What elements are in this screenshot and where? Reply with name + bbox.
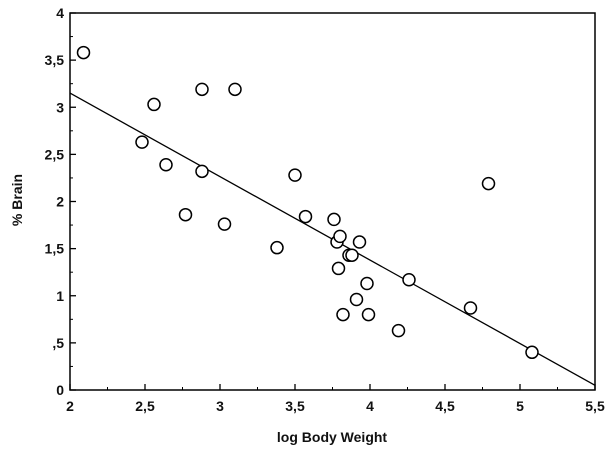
x-tick-label: 5,5: [585, 398, 605, 414]
data-point: [270, 240, 284, 255]
x-axis-title: log Body Weight: [277, 429, 388, 445]
y-axis-title: % Brain: [9, 174, 25, 226]
data-point: [135, 135, 149, 149]
data-point: [481, 176, 496, 191]
data-point: [327, 212, 341, 227]
y-tick-label: 1,5: [45, 241, 65, 257]
x-tick-label: 2,5: [135, 398, 155, 414]
data-point: [349, 292, 364, 307]
data-point: [361, 307, 376, 322]
y-tick-label: 4: [56, 5, 64, 21]
data-point: [288, 168, 302, 182]
y-tick-label: 1: [56, 288, 64, 304]
axis-tick-labels: 2 2,5 3 3,5 4 4,5 5 5,5 0 ,5 1 1,5 2 2,5 3 3,5 4: [45, 5, 605, 414]
data-point: [336, 307, 350, 322]
data-point: [159, 157, 173, 172]
data-point: [217, 217, 232, 231]
data-point: [147, 97, 161, 112]
data-point: [463, 301, 478, 315]
x-tick-label: 3: [216, 398, 224, 414]
y-tick-label: 3: [56, 99, 64, 115]
x-tick-label: 3,5: [285, 398, 305, 414]
y-tick-label: 2: [56, 194, 64, 210]
x-tick-label: 4,5: [435, 398, 455, 414]
data-point: [228, 82, 242, 97]
data-point: [402, 272, 416, 287]
x-tick-label: 5: [516, 398, 524, 414]
data-point: [352, 235, 367, 249]
x-tick-label: 4: [366, 398, 374, 414]
data-point: [195, 82, 209, 97]
data-point: [345, 248, 359, 262]
x-tick-label: 2: [66, 398, 74, 414]
data-point: [333, 229, 347, 244]
y-tick-label: ,5: [52, 335, 64, 351]
data-point: [298, 209, 313, 224]
data-point: [360, 276, 374, 291]
data-point: [195, 164, 209, 179]
y-tick-label: 0: [56, 382, 64, 398]
plot-frame: [69, 12, 596, 391]
data-points: [76, 45, 539, 360]
data-point: [178, 207, 193, 222]
axis-ticks: [69, 12, 596, 391]
y-tick-label: 3,5: [45, 52, 65, 68]
data-point: [391, 323, 406, 338]
y-tick-label: 2,5: [45, 146, 65, 162]
data-point: [76, 45, 91, 60]
data-point: [525, 345, 539, 360]
data-point: [331, 261, 346, 276]
